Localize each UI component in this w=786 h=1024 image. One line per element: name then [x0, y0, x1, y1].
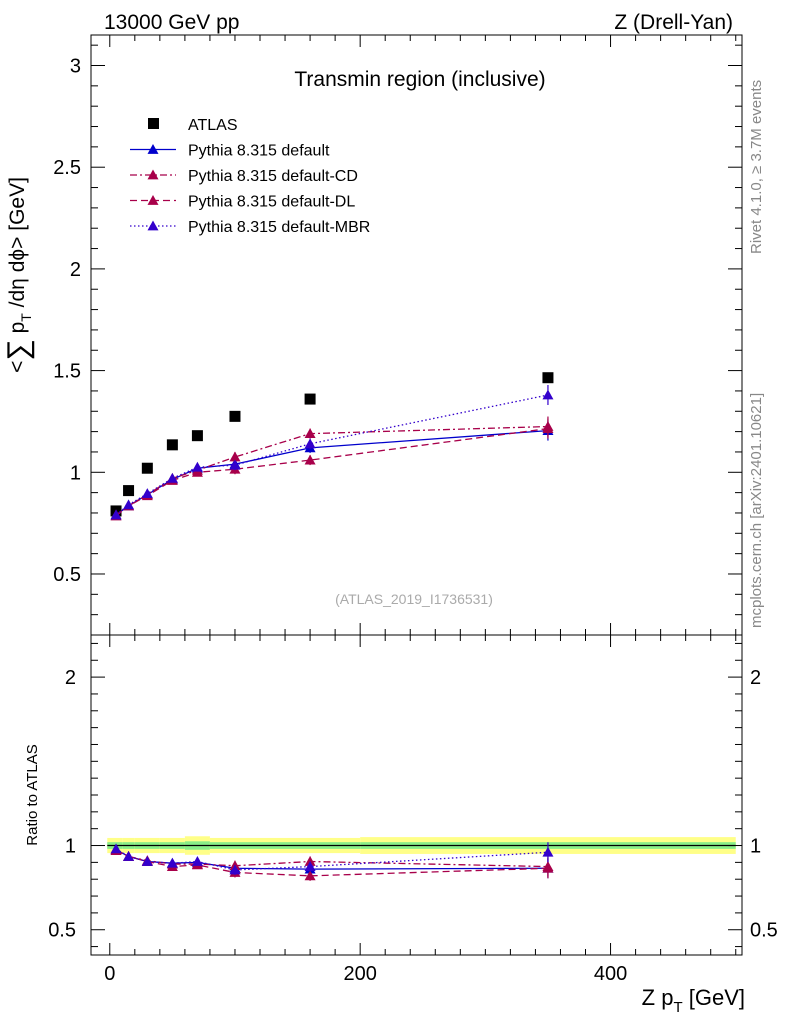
ratio-data-marks: [110, 842, 554, 881]
legend-label: Pythia 8.315 default: [188, 143, 330, 160]
y-tick-label: 2.5: [53, 157, 81, 179]
x-axis-label-z: Z p: [642, 985, 674, 1010]
y-axis-label-p: p: [6, 322, 29, 340]
ratio-series-marker: [542, 846, 554, 857]
ratio-uncertainty-bands: [107, 836, 736, 855]
legend-marker: [147, 220, 159, 231]
legend-label: Pythia 8.315 default-DL: [188, 194, 355, 211]
y-tick-label: 3: [70, 56, 81, 78]
main-series-line: [115, 429, 548, 516]
y-axis-label-sub: T: [18, 313, 34, 322]
atlas-data-point: [123, 485, 135, 497]
legend-marker: [147, 195, 159, 205]
main-series-marker: [141, 488, 153, 499]
atlas-data-point: [229, 410, 241, 422]
ratio-series-marker: [191, 856, 203, 866]
main-series-line: [115, 427, 549, 517]
main-series-marker: [542, 423, 554, 433]
y-tick-label: 0.5: [53, 564, 81, 586]
legend-label: Pythia 8.315 default-CD: [188, 168, 358, 185]
x-tick-label: 0: [104, 963, 115, 985]
legend: ATLAS Pythia 8.315 default Pythia 8.315 de…: [130, 117, 370, 236]
atlas-data-point: [141, 462, 153, 474]
main-axis-ticks: 0.5 1 1.5 2 2.5 3: [53, 35, 742, 635]
atlas-data-point: [166, 439, 178, 451]
y-axis-label: <∑ pT /dη dϕ> [GeV]: [2, 177, 35, 373]
x-axis-label: Z pT [GeV]: [642, 985, 745, 1016]
x-tick-label: 400: [594, 963, 627, 985]
main-series-marker: [229, 459, 241, 470]
main-series-marker: [304, 454, 316, 465]
main-series-marker: [229, 451, 241, 462]
legend-atlas-marker: [148, 118, 159, 129]
legend-label: Pythia 8.315 default-MBR: [188, 219, 370, 236]
chart-title: Transmin region (inclusive): [294, 68, 545, 91]
x-axis-label-unit: [GeV]: [683, 985, 745, 1010]
y-axis-label-open: <: [6, 361, 29, 373]
ratio-panel-frame: [90, 634, 743, 956]
atlas-data-point: [542, 372, 554, 384]
ratio-series-marker: [304, 856, 316, 866]
ratio-tick-label-right: 1: [750, 836, 761, 858]
ratio-series-marker: [542, 862, 554, 873]
ratio-series-marker: [141, 856, 153, 866]
y-tick-label: 1: [70, 462, 81, 484]
ratio-tick-label-left: 2: [65, 667, 76, 689]
ratio-tick-label-left: 0.5: [48, 920, 76, 942]
ratio-y-axis-label: Ratio to ATLAS: [24, 744, 41, 845]
y-axis-label-rest: /dη dϕ> [GeV]: [6, 177, 29, 313]
atlas-data-point: [191, 430, 203, 442]
ratio-series-marker: [110, 843, 122, 854]
legend-marker: [147, 144, 159, 154]
x-axis-label-sub: T: [673, 999, 682, 1016]
ratio-tick-label-right: 2: [750, 667, 761, 689]
header-energy-label: 13000 GeV pp: [104, 11, 239, 34]
main-series-marker: [166, 472, 178, 483]
main-y-axis-label: <∑ pT /dη dϕ> [GeV]: [2, 177, 35, 373]
rivet-version-label: Rivet 4.1.0, ≥ 3.7M events: [748, 80, 765, 254]
main-series-marker: [191, 461, 203, 472]
analysis-id-label: (ATLAS_2019_I1736531): [335, 591, 493, 607]
ratio-series-marker: [304, 870, 316, 881]
ratio-series-marker: [229, 864, 241, 875]
y-axis-label-sum: ∑: [2, 339, 35, 360]
main-series-line: [115, 394, 549, 516]
main-panel: 0.5 1 1.5 2 2.5 3 Transmin region (inclusive)…: [53, 34, 743, 636]
ratio-panel: 0 200 400 0.5 0.5 1 1 2 2 Ratio to ATLAS: [24, 634, 778, 985]
ratio-tick-label-left: 1: [65, 836, 76, 858]
main-data-marks: [110, 372, 554, 521]
mcplots-credit-label: mcplots.cern.ch [arXiv:2401.10621]: [748, 393, 765, 628]
ratio-series-marker: [304, 861, 316, 871]
main-series-line: [115, 425, 548, 516]
y-tick-label: 2: [70, 259, 81, 281]
atlas-data-point: [304, 393, 316, 405]
ratio-series-marker: [123, 850, 135, 861]
header-process-label: Z (Drell-Yan): [614, 11, 733, 34]
main-series-marker: [304, 438, 316, 449]
ratio-tick-label-right: 0.5: [750, 920, 778, 942]
ratio-series-marker: [166, 857, 178, 868]
ratio-series-line: [115, 848, 548, 871]
main-series-marker: [542, 389, 554, 400]
legend-marker: [147, 169, 159, 180]
y-tick-label: 1.5: [53, 361, 81, 383]
main-series-marker: [191, 466, 203, 477]
legend-label: ATLAS: [188, 117, 238, 134]
main-series-marker: [110, 509, 122, 520]
ratio-axis-ticks: 0 200 400 0.5 0.5 1 1 2 2: [48, 635, 778, 985]
main-series-marker: [123, 499, 135, 510]
x-tick-label: 200: [343, 963, 376, 985]
main-series-marker: [304, 428, 316, 439]
